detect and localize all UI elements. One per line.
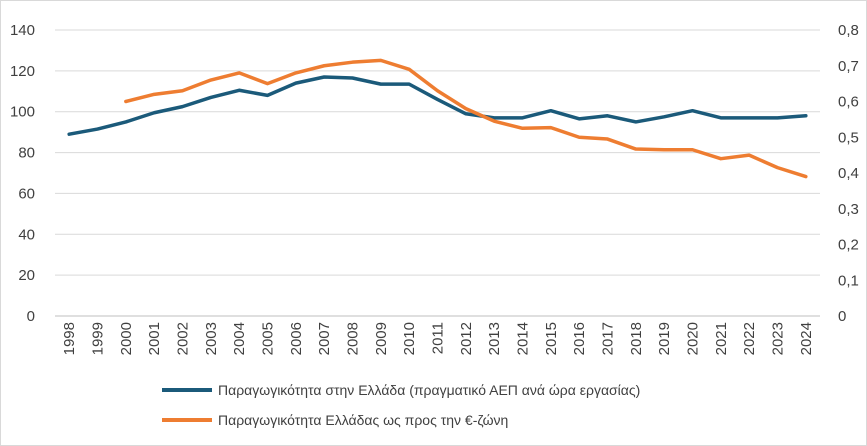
- x-tick-label: 1999: [90, 322, 107, 355]
- legend-swatch-orange: [162, 418, 212, 422]
- x-tick-label: 2019: [656, 322, 673, 355]
- y-right-tick-label: 0,6: [838, 94, 859, 111]
- x-tick-label: 2004: [231, 322, 248, 355]
- y-left-tick-label: 40: [18, 226, 35, 243]
- x-tick-label: 2020: [685, 322, 702, 355]
- x-tick-label: 2001: [146, 322, 163, 355]
- y-right-tick-label: 0,2: [838, 237, 859, 254]
- y-left-tick-label: 60: [18, 185, 35, 202]
- x-tick-label: 2000: [118, 322, 135, 355]
- y-left-tick-label: 0: [27, 308, 35, 325]
- x-tick-label: 2022: [741, 322, 758, 355]
- y-left-tick-label: 80: [18, 145, 35, 162]
- y-right-tick-label: 0,8: [838, 22, 859, 39]
- x-tick-label: 2010: [401, 322, 418, 355]
- y-left-tick-label: 140: [10, 22, 35, 39]
- x-tick-label: 2009: [373, 322, 390, 355]
- x-tick-label: 1998: [61, 322, 78, 355]
- x-tick-label: 2013: [486, 322, 503, 355]
- x-tick-label: 2003: [203, 322, 220, 355]
- legend-item-relative-eurozone: Παραγωγικότητα Ελλάδας ως προς την €-ζών…: [162, 410, 508, 430]
- legend-label: Παραγωγικότητα Ελλάδας ως προς την €-ζών…: [218, 412, 509, 428]
- x-tick-label: 2018: [628, 322, 645, 355]
- x-tick-label: 2023: [770, 322, 787, 355]
- x-tick-label: 2005: [260, 322, 277, 355]
- x-tick-label: 2015: [543, 322, 560, 355]
- x-tick-label: 2008: [345, 322, 362, 355]
- x-tick-label: 2014: [515, 322, 532, 355]
- legend-item-greece-productivity: Παραγωγικότητα στην Ελλάδα (πραγματικό Α…: [162, 380, 640, 400]
- series-line-relative-eurozone: [124, 58, 808, 179]
- legend-swatch-blue: [162, 388, 212, 392]
- y-left-tick-label: 120: [10, 63, 35, 80]
- x-tick-label: 2021: [713, 322, 730, 355]
- x-tick-label: 2006: [288, 322, 305, 355]
- x-tick-label: 2017: [600, 322, 617, 355]
- x-tick-label: 2007: [316, 322, 333, 355]
- legend-label: Παραγωγικότητα στην Ελλάδα (πραγματικό Α…: [218, 382, 641, 398]
- x-tick-label: 2011: [430, 322, 447, 354]
- y-left-tick-label: 100: [10, 104, 35, 121]
- x-tick-label: 2024: [798, 322, 815, 355]
- y-right-tick-label: 0,5: [838, 129, 859, 146]
- x-tick-label: 2012: [458, 322, 475, 355]
- series-line-greece-productivity: [67, 75, 808, 136]
- y-right-tick-label: 0,1: [838, 272, 859, 289]
- y-right-tick-label: 0,3: [838, 201, 859, 218]
- x-tick-label: 2016: [571, 322, 588, 355]
- y-left-tick-label: 20: [18, 267, 35, 284]
- y-right-tick-label: 0,4: [838, 165, 859, 182]
- y-right-tick-label: 0: [838, 308, 846, 325]
- x-tick-label: 2002: [175, 322, 192, 355]
- y-right-tick-label: 0,7: [838, 58, 859, 75]
